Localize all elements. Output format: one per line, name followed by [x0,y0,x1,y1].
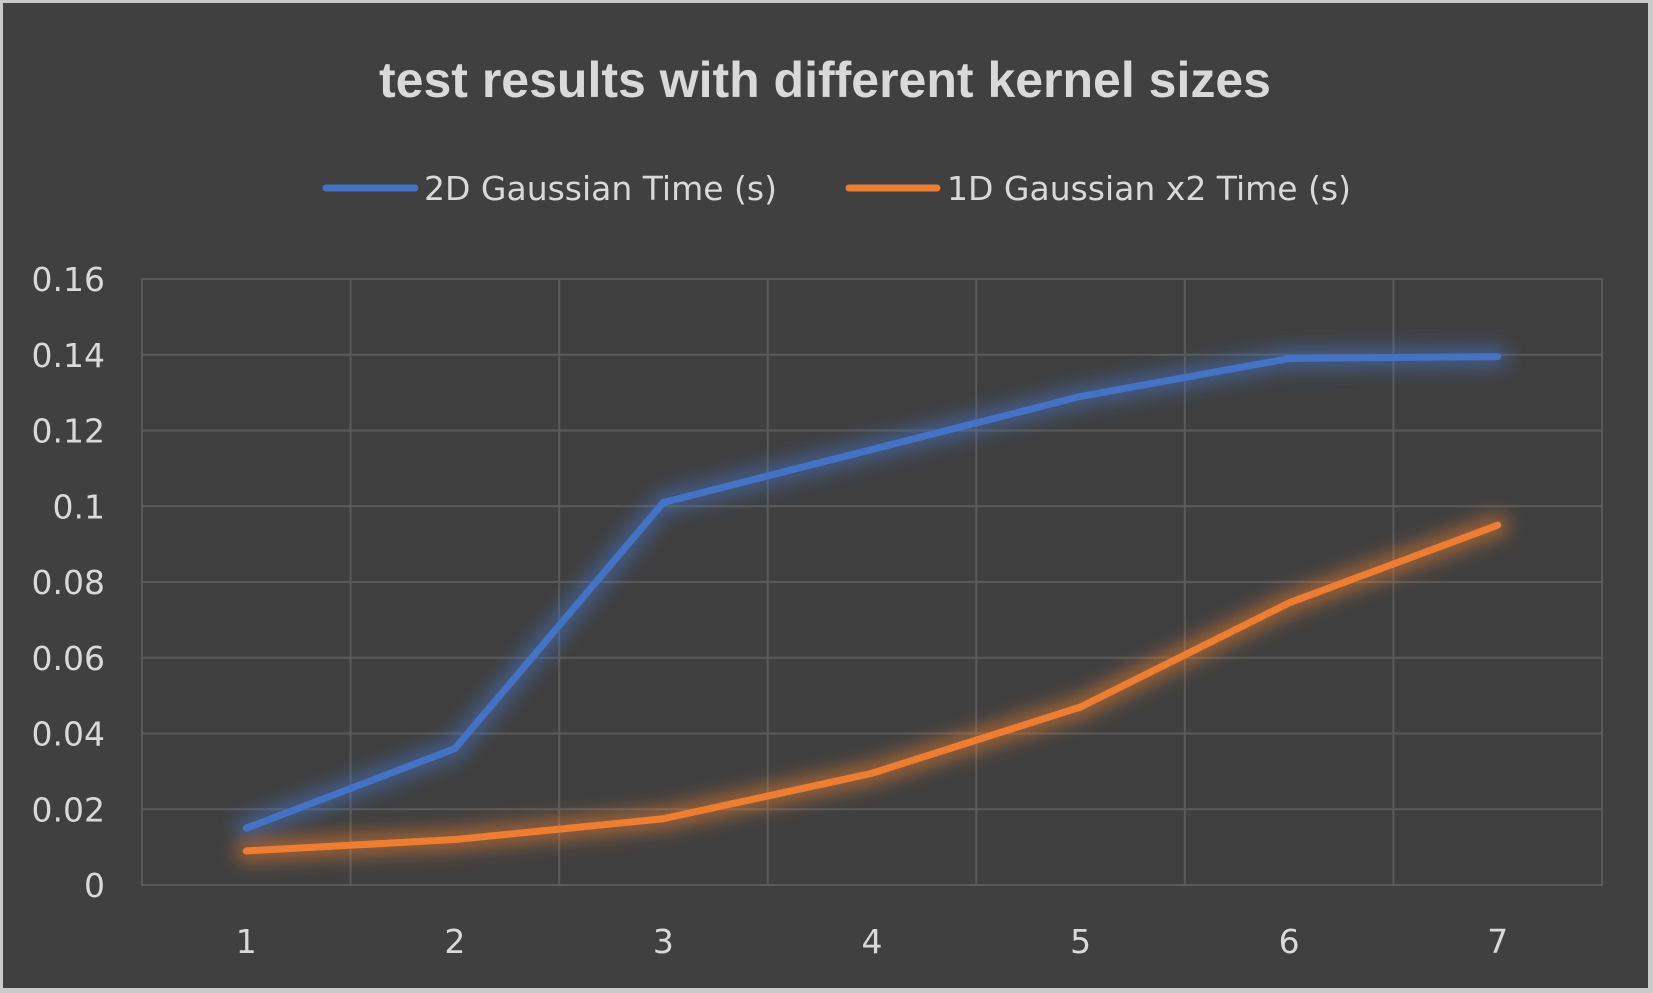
x-axis-ticks: 1 2 3 4 5 6 7 [236,922,1508,961]
y-tick-label: 0.12 [32,412,105,451]
x-tick-label: 5 [1070,922,1091,961]
legend-label-2d-gaussian: 2D Gaussian Time (s) [424,169,777,208]
chart-area: test results with different kernel sizes… [3,3,1648,988]
legend: 2D Gaussian Time (s) 1D Gaussian x2 Time… [322,169,1351,208]
y-tick-label: 0.1 [53,487,105,526]
y-tick-label: 0.16 [32,260,105,299]
x-tick-label: 7 [1487,922,1508,961]
line-chart: test results with different kernel sizes… [32,52,1603,961]
y-tick-label: 0.14 [32,336,105,375]
y-tick-label: 0.04 [32,715,105,754]
y-tick-label: 0.06 [32,639,105,678]
x-tick-label: 4 [862,922,883,961]
y-tick-label: 0.08 [32,563,105,602]
x-tick-label: 3 [653,922,674,961]
legend-label-1d-gaussian: 1D Gaussian x2 Time (s) [947,169,1351,208]
y-tick-label: 0 [84,866,105,905]
gridlines [141,278,1603,886]
x-tick-label: 1 [236,922,257,961]
series-lines [235,345,1509,862]
y-tick-label: 0.02 [32,790,105,829]
series-line-1d-gaussian [242,521,1502,855]
x-tick-label: 2 [444,922,465,961]
x-tick-label: 6 [1279,922,1300,961]
legend-item-1d-gaussian: 1D Gaussian x2 Time (s) [845,169,1351,208]
y-axis-ticks: 0 0.02 0.04 0.06 0.08 0.1 0.12 0.14 0.16 [32,260,105,905]
series-glow-1d-gaussian [235,514,1509,862]
chart-title: test results with different kernel sizes [379,52,1271,108]
legend-item-2d-gaussian: 2D Gaussian Time (s) [322,169,777,208]
